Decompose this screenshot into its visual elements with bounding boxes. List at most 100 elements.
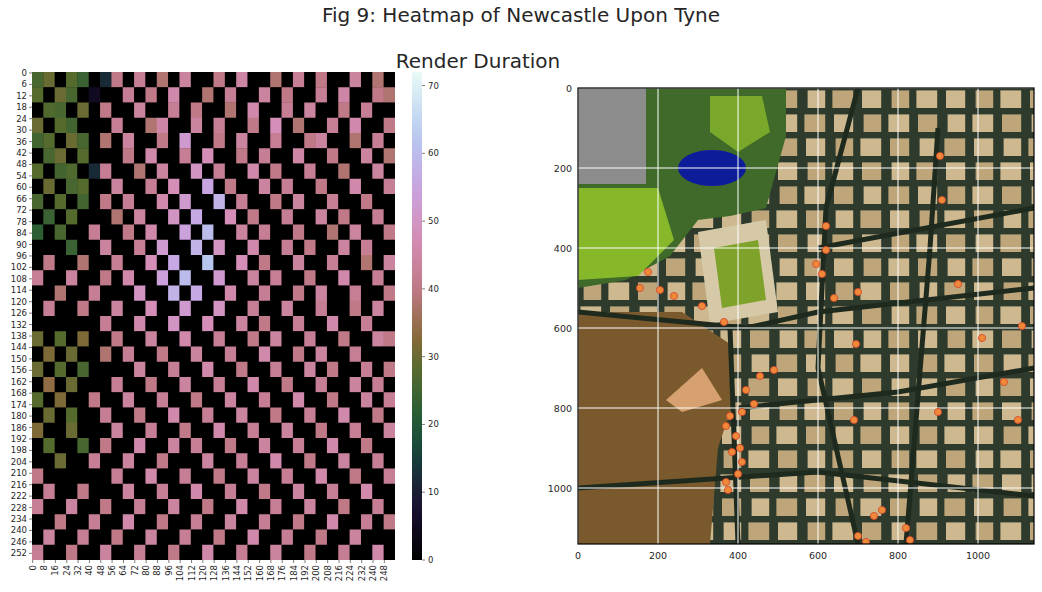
x-tick-label: 600 (809, 550, 827, 561)
heat-cell (157, 164, 169, 180)
heat-cell (259, 179, 271, 195)
map-legend-box (578, 88, 646, 184)
heat-cell (304, 499, 316, 515)
heat-cell (89, 469, 101, 485)
x-tick-label: 16 (50, 565, 60, 576)
heat-cell (327, 392, 339, 408)
heat-cell (236, 103, 248, 119)
heat-cell (350, 530, 362, 546)
heat-cell (338, 377, 350, 393)
grid-line-x (978, 88, 979, 544)
heat-cell (168, 286, 180, 302)
heat-cell (316, 499, 328, 515)
heat-cell (248, 301, 260, 317)
building (836, 426, 854, 444)
heat-cell (384, 103, 395, 119)
heat-cell (145, 164, 157, 180)
plot-frame (578, 88, 1034, 544)
heat-cell (338, 453, 350, 469)
heat-cell (225, 179, 237, 195)
heat-cell (327, 499, 339, 515)
heat-cell (236, 377, 248, 393)
heat-cell (100, 514, 112, 530)
x-tick-label: 240 (368, 565, 378, 581)
x-tick (66, 560, 67, 563)
heat-cell (123, 286, 135, 302)
heat-cell (134, 316, 146, 332)
heat-cell (66, 408, 78, 424)
point (854, 288, 861, 295)
building (892, 234, 910, 252)
building (834, 330, 853, 348)
heat-cell (191, 133, 203, 149)
heat-cell (293, 408, 305, 424)
heat-cell (168, 194, 180, 210)
heat-cell (111, 408, 123, 424)
x-tick-label: 800 (889, 550, 907, 561)
heat-cell (350, 499, 362, 515)
heat-cell (168, 148, 180, 164)
building (948, 114, 966, 132)
heat-cell (66, 270, 78, 286)
heat-cell (111, 392, 123, 408)
heat-cell (55, 438, 67, 454)
heat-cell (236, 255, 248, 271)
heat-cell (384, 469, 395, 485)
heat-cell (134, 87, 146, 103)
heat-cell (179, 209, 191, 225)
pitch (714, 240, 766, 308)
building (862, 90, 881, 108)
heat-cell (338, 225, 350, 241)
heat-cell (350, 148, 362, 164)
heat-cell (55, 103, 67, 119)
heat-cell (259, 72, 271, 88)
heat-cell (236, 72, 248, 88)
heat-cell (111, 240, 123, 256)
heat-cell (293, 453, 305, 469)
y-tick (29, 461, 32, 462)
heat-cell (293, 118, 305, 134)
heat-cell (350, 438, 362, 454)
x-tick-label: 208 (323, 565, 333, 581)
x-tick (123, 560, 124, 563)
heat-cell (123, 133, 135, 149)
heat-cell (100, 362, 112, 378)
x-tick (350, 560, 351, 563)
heat-cell (111, 225, 123, 241)
heat-cell (350, 514, 362, 530)
heat-cell (66, 438, 78, 454)
y-tick (29, 404, 32, 405)
heat-cell (248, 545, 260, 560)
heat-cell (327, 133, 339, 149)
heat-cell (66, 209, 78, 225)
building (780, 330, 798, 348)
heat-cell (55, 484, 67, 500)
heat-cell (111, 453, 123, 469)
heat-cell (77, 118, 89, 134)
heat-cell (202, 87, 214, 103)
heat-cell (361, 270, 373, 286)
heat-cell (248, 484, 260, 500)
heat-cell (89, 545, 101, 560)
heat-cell (259, 438, 271, 454)
heat-cell (145, 72, 157, 88)
heat-cell (293, 164, 305, 180)
heat-cell (179, 438, 191, 454)
heat-cell (293, 499, 305, 515)
heat-cell (157, 469, 169, 485)
x-tick (293, 560, 294, 563)
heat-cell (89, 331, 101, 347)
heat-cell (66, 148, 78, 164)
heat-cell (350, 408, 362, 424)
heat-cell (293, 362, 305, 378)
colorbar-tick (422, 221, 425, 222)
heat-cell (293, 423, 305, 439)
heat-cell (259, 133, 271, 149)
heat-cell (191, 270, 203, 286)
building (890, 426, 909, 444)
heat-cell (32, 530, 44, 546)
y-tick-label: 252 (11, 548, 27, 558)
heat-cell (145, 423, 157, 439)
y-tick (29, 519, 32, 520)
heat-cell (304, 255, 316, 271)
